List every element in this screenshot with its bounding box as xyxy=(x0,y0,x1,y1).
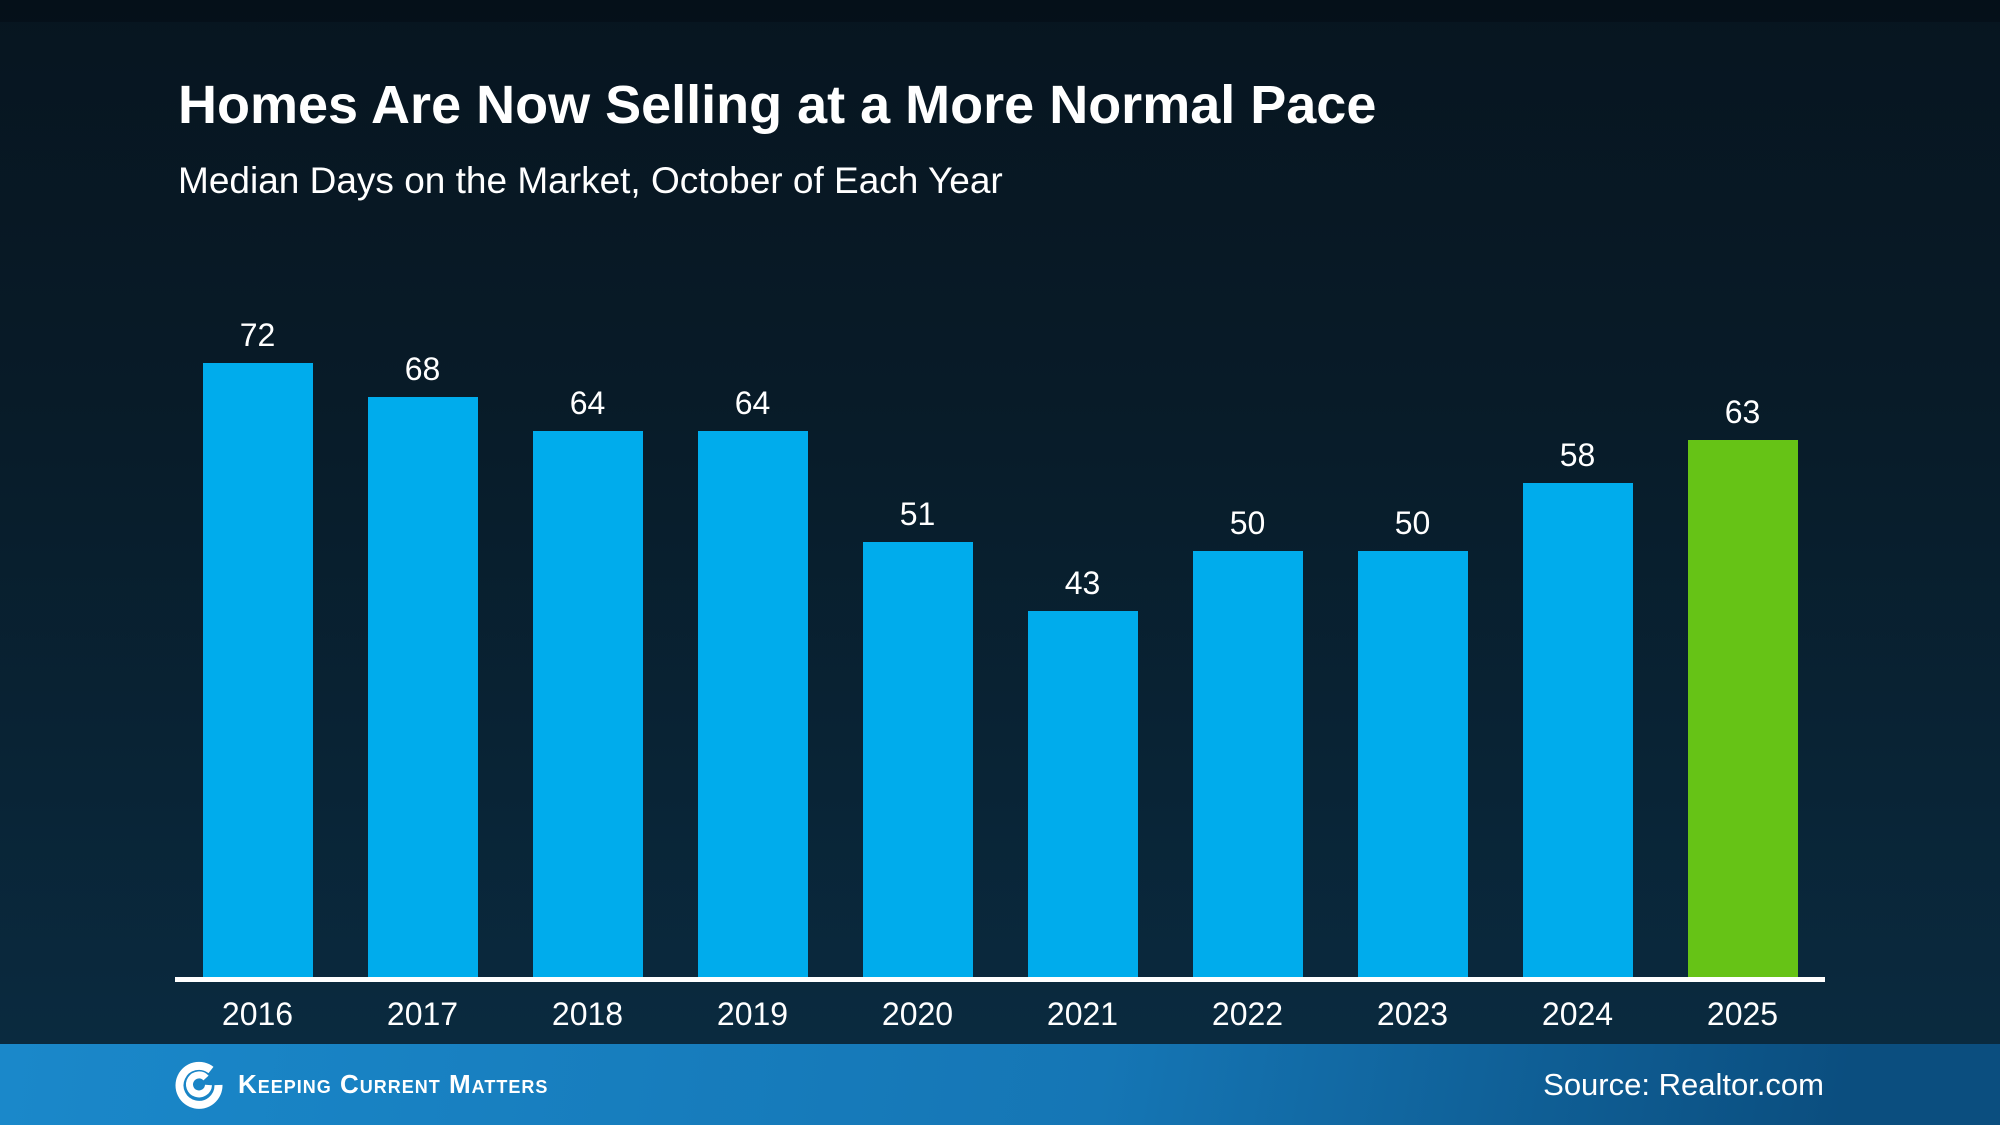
bar-slot-2018: 64 xyxy=(505,298,670,978)
year-label-2020: 2020 xyxy=(881,996,954,1032)
kcm-swirl-icon xyxy=(175,1061,223,1109)
year-label-2024: 2024 xyxy=(1541,996,1614,1032)
bar-2018 xyxy=(532,431,643,978)
brand-name: Keeping Current Matters xyxy=(238,1069,549,1099)
year-label-2018: 2018 xyxy=(551,996,624,1032)
year-label-2025: 2025 xyxy=(1706,996,1779,1032)
year-label-2019: 2019 xyxy=(716,996,789,1032)
bar-value-label-2024: 58 xyxy=(1559,436,1596,473)
bar-slot-2023: 50 xyxy=(1330,298,1495,978)
bar-slot-2025: 63 xyxy=(1660,298,1825,978)
year-label-2021: 2021 xyxy=(1046,996,1119,1032)
year-label-2017: 2017 xyxy=(386,996,459,1032)
bar-2017 xyxy=(367,397,478,978)
bar-value-label-2018: 64 xyxy=(569,385,606,422)
bar-slot-2022: 50 xyxy=(1165,298,1330,978)
bar-value-label-2016: 72 xyxy=(239,317,276,353)
x-axis-labels: 2016 2017 2018 2019 2020 2021 2022 2023 2024 2025 xyxy=(175,996,1825,1033)
bar-slot-2017: 68 xyxy=(340,298,505,978)
bar-2016 xyxy=(202,363,313,978)
bar-plot: 72 68 64 64 51 43 50 50 58 63 xyxy=(175,298,1825,978)
bar-value-label-2022: 50 xyxy=(1229,504,1266,541)
bar-value-label-2021: 43 xyxy=(1064,564,1101,601)
x-axis-line xyxy=(175,977,1825,982)
chart-title: Homes Are Now Selling at a More Normal P… xyxy=(178,75,1377,135)
brand-block: Keeping Current Matters xyxy=(175,1061,548,1109)
bar-value-label-2025: 63 xyxy=(1724,393,1761,430)
bar-2020 xyxy=(862,542,973,978)
bar-2019 xyxy=(697,431,808,978)
chart-subtitle: Median Days on the Market, October of Ea… xyxy=(178,160,1003,201)
bar-2022 xyxy=(1192,550,1303,978)
bar-slot-2024: 58 xyxy=(1495,298,1660,978)
bar-value-label-2020: 51 xyxy=(899,496,936,533)
year-label-2016: 2016 xyxy=(221,996,294,1032)
bar-2024 xyxy=(1522,482,1633,978)
bar-slot-2021: 43 xyxy=(1000,298,1165,978)
bar-slot-2019: 64 xyxy=(670,298,835,978)
bar-slot-2016: 72 xyxy=(175,298,340,978)
year-label-2022: 2022 xyxy=(1211,996,1284,1032)
bar-2021 xyxy=(1027,610,1138,978)
bar-value-label-2017: 68 xyxy=(404,351,441,388)
bar-value-label-2019: 64 xyxy=(734,385,771,422)
footer-bar: Keeping Current Matters Source: Realtor.… xyxy=(0,1044,2000,1125)
bar-2023 xyxy=(1357,550,1468,978)
bar-value-label-2023: 50 xyxy=(1394,504,1431,541)
bar-slot-2020: 51 xyxy=(835,298,1000,978)
source-text: Source: Realtor.com xyxy=(1543,1066,1824,1102)
bar-2025 xyxy=(1687,439,1798,978)
year-label-2023: 2023 xyxy=(1376,996,1449,1032)
top-band xyxy=(0,0,2000,22)
